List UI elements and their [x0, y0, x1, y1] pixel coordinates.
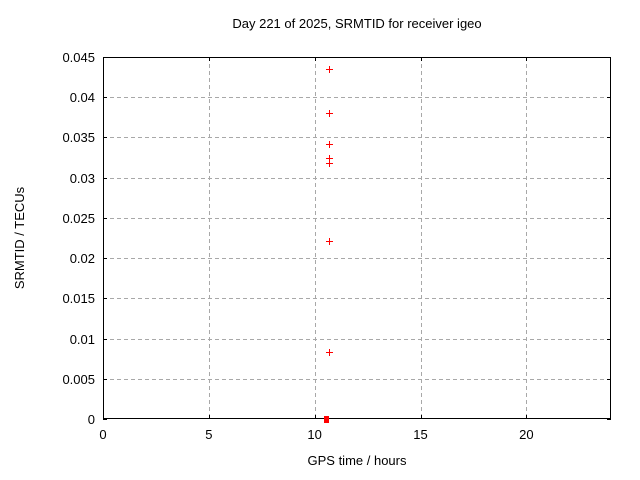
y-tick-label: 0.04 [69, 90, 95, 106]
y-gridline [103, 177, 611, 179]
y-tick-mark-right [607, 137, 611, 139]
data-point-marker [325, 237, 333, 245]
y-gridline [103, 378, 611, 380]
y-tick-mark-left [103, 338, 107, 340]
x-tick-mark-bottom [314, 415, 316, 419]
y-tick-mark-right [607, 97, 611, 99]
x-tick-mark-top [103, 57, 104, 61]
y-gridline [103, 298, 611, 300]
y-tick-mark-left [103, 298, 107, 300]
data-point-marker [325, 160, 333, 168]
x-tick-label: 10 [307, 427, 322, 442]
x-tick-mark-bottom [526, 415, 528, 419]
chart-title: Day 221 of 2025, SRMTID for receiver ige… [232, 16, 482, 31]
data-point-marker [325, 66, 333, 74]
y-axis-title: SRMTID / TECUs [12, 186, 27, 290]
y-tick-mark-right [607, 217, 611, 219]
y-gridline [103, 217, 611, 219]
data-point-marker [324, 415, 330, 423]
x-tick-mark-top [208, 57, 210, 61]
x-gridline [420, 57, 422, 419]
x-gridline [526, 57, 528, 419]
y-tick-mark-right [607, 378, 611, 380]
y-tick-mark-left [103, 177, 107, 179]
y-tick-mark-left [103, 137, 107, 139]
x-gridline [208, 57, 210, 419]
plot-area [103, 57, 611, 423]
y-tick-label: 0.01 [69, 331, 95, 347]
y-tick-mark-right [607, 419, 611, 420]
x-tick-label: 15 [413, 427, 428, 442]
y-tick-mark-right [607, 177, 611, 179]
y-gridline [103, 137, 611, 139]
y-tick-mark-left [103, 217, 107, 219]
y-gridline [103, 258, 611, 260]
y-tick-mark-right [607, 258, 611, 260]
x-tick-mark-top [420, 57, 422, 61]
y-tick-mark-right [607, 57, 611, 58]
y-tick-label: 0.03 [69, 170, 95, 186]
y-tick-label: 0 [87, 412, 95, 427]
x-axis-title: GPS time / hours [307, 453, 407, 468]
plot-border [103, 57, 611, 419]
x-tick-mark-top [526, 57, 528, 61]
y-gridline [103, 97, 611, 99]
x-tick-label: 0 [99, 427, 107, 442]
x-gridline [314, 57, 316, 419]
data-point-marker [325, 348, 333, 356]
y-tick-label: 0.045 [62, 50, 95, 65]
y-tick-mark-right [607, 298, 611, 300]
y-tick-mark-left [103, 57, 107, 58]
y-tick-label: 0.015 [62, 291, 95, 307]
data-point-marker [325, 141, 333, 149]
y-tick-mark-right [607, 338, 611, 340]
y-tick-mark-left [103, 258, 107, 260]
data-point-marker [325, 154, 333, 162]
x-tick-mark-bottom [420, 415, 422, 419]
y-tick-label: 0.02 [69, 251, 95, 267]
y-tick-label: 0.005 [62, 371, 95, 387]
y-tick-mark-left [103, 419, 107, 420]
x-tick-label: 20 [519, 427, 534, 442]
x-tick-mark-bottom [103, 415, 104, 419]
data-point-marker [325, 109, 333, 117]
x-tick-mark-bottom [208, 415, 210, 419]
y-tick-label: 0.025 [62, 210, 95, 226]
y-tick-mark-left [103, 378, 107, 380]
y-tick-mark-left [103, 97, 107, 99]
x-tick-label: 5 [205, 427, 213, 442]
y-tick-label: 0.035 [62, 130, 95, 146]
x-tick-mark-top [314, 57, 316, 61]
y-gridline [103, 338, 611, 340]
